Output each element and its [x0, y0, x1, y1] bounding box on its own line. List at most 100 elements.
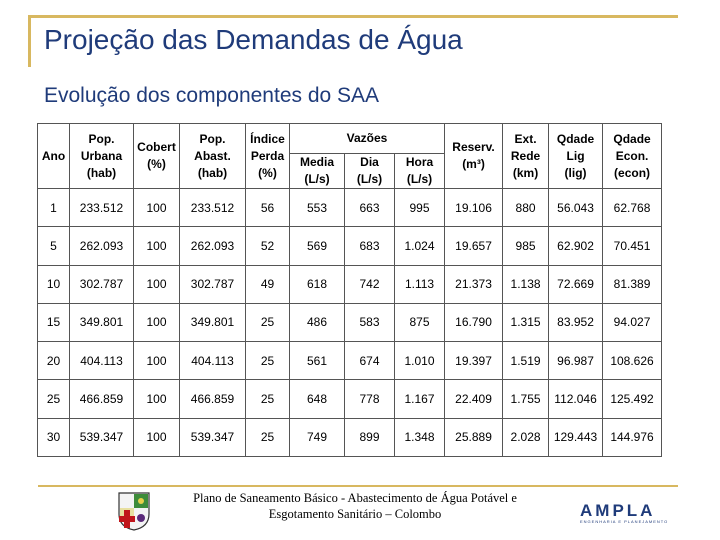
table-cell: 349.801 — [69, 302, 134, 343]
table-cell: 466.859 — [69, 379, 134, 419]
table-cell: 349.801 — [179, 302, 246, 343]
table-cell: 72.669 — [548, 264, 604, 304]
table-cell: 25 — [245, 302, 290, 343]
table-cell: 302.787 — [69, 264, 134, 304]
table-cell: 539.347 — [69, 417, 134, 458]
table-cell: 561 — [289, 341, 345, 381]
table-cell: 100 — [133, 302, 180, 343]
table-cell: 19.657 — [444, 226, 504, 266]
table-cell: 62.902 — [548, 226, 604, 266]
table-cell: 404.113 — [179, 341, 246, 381]
header-pop-abast: Pop. Abast. (hab) — [179, 123, 246, 189]
header-ext-rede: Ext. Rede (km) — [502, 123, 550, 189]
footer-divider — [38, 485, 678, 487]
footer-line-1: Plano de Saneamento Básico - Abastecimen… — [193, 491, 517, 505]
table-cell: 100 — [133, 187, 180, 228]
table-cell: 25.889 — [444, 417, 504, 458]
header-qdade-lig: Qdade Lig (lig) — [548, 123, 604, 189]
table-cell: 985 — [502, 226, 550, 266]
table-cell: 56.043 — [548, 187, 604, 228]
table-cell: 2.028 — [502, 417, 550, 458]
title-frame — [28, 15, 678, 67]
table-row: 5 262.093 100 262.093 52 569 683 1.024 19.657 985… — [37, 226, 663, 266]
table-cell: 618 — [289, 264, 345, 304]
table-cell: 875 — [393, 302, 446, 343]
table-cell: 233.512 — [69, 187, 134, 228]
table-cell: 25 — [245, 341, 290, 381]
page-title: Projeção das Demandas de Água — [44, 24, 463, 55]
table-cell: 70.451 — [602, 226, 663, 266]
header-reserv: Reserv. (m³) — [444, 123, 504, 189]
table-row: 1 233.512 100 233.512 56 553 663 995 19.106 880 56… — [37, 187, 663, 228]
table-cell: 899 — [344, 417, 395, 458]
table-cell: 1.010 — [393, 341, 446, 381]
table-cell: 648 — [289, 379, 345, 419]
table-cell: 19.106 — [444, 187, 504, 228]
header-indice-perda: Índice Perda (%) — [245, 123, 290, 189]
title-frame-left-line — [28, 15, 31, 67]
table-cell: 94.027 — [602, 302, 663, 343]
table-cell: 125.492 — [602, 379, 663, 419]
table-cell: 25 — [245, 379, 290, 419]
table-cell: 100 — [133, 264, 180, 304]
table-cell: 100 — [133, 417, 180, 458]
table-row: 15 349.801 100 349.801 25 486 583 875 16.790 1.31… — [37, 302, 663, 343]
table-cell: 25 — [245, 417, 290, 458]
header-pop-urbana: Pop. Urbana (hab) — [69, 123, 134, 189]
table-cell: 1.348 — [393, 417, 446, 458]
table-row: 30 539.347 100 539.347 25 749 899 1.348 25.889 2.… — [37, 417, 663, 458]
header-media: Media (L/s) — [289, 153, 345, 189]
table-cell: 880 — [502, 187, 550, 228]
header-hora: Hora (L/s) — [393, 153, 446, 189]
table-cell: 56 — [245, 187, 290, 228]
table-cell: 112.046 — [548, 379, 604, 419]
demand-projection-table: Ano Pop. Urbana (hab) Cobert (%) Pop. Abast.… — [37, 123, 663, 458]
table-row: 25 466.859 100 466.859 25 648 778 1.167 22.409 1.… — [37, 379, 663, 419]
table-cell: 81.389 — [602, 264, 663, 304]
ampla-logo-tagline: ENGENHARIA E PLANEJAMENTO — [580, 519, 669, 524]
table-cell: 52 — [245, 226, 290, 266]
table-cell: 1.024 — [393, 226, 446, 266]
table-cell: 49 — [245, 264, 290, 304]
table-cell: 62.768 — [602, 187, 663, 228]
table-cell: 1.519 — [502, 341, 550, 381]
title-frame-top-line — [28, 15, 678, 18]
table-cell: 486 — [289, 302, 345, 343]
table-cell: 15 — [37, 302, 70, 343]
table-cell: 233.512 — [179, 187, 246, 228]
table-cell: 1.315 — [502, 302, 550, 343]
table-cell: 674 — [344, 341, 395, 381]
header-vazoes-group: Vazões — [288, 123, 446, 154]
header-dia: Dia (L/s) — [344, 153, 395, 189]
table-cell: 569 — [289, 226, 345, 266]
table-cell: 5 — [37, 226, 70, 266]
table-cell: 262.093 — [69, 226, 134, 266]
table-cell: 663 — [344, 187, 395, 228]
table-cell: 19.397 — [444, 341, 504, 381]
table-cell: 553 — [289, 187, 345, 228]
table-cell: 96.987 — [548, 341, 604, 381]
table-cell: 21.373 — [444, 264, 504, 304]
table-cell: 1 — [37, 187, 70, 228]
table-cell: 539.347 — [179, 417, 246, 458]
table-cell: 466.859 — [179, 379, 246, 419]
page-subtitle: Evolução dos componentes do SAA — [44, 84, 380, 107]
table-row: 10 302.787 100 302.787 49 618 742 1.113 21.373 1.… — [37, 264, 663, 304]
ampla-logo-wordmark: AMPLA — [580, 501, 656, 520]
header-qdade-econ: Qdade Econ. (econ) — [602, 123, 663, 189]
table-cell: 1.167 — [393, 379, 446, 419]
table-cell: 108.626 — [602, 341, 663, 381]
table-cell: 742 — [344, 264, 395, 304]
table-cell: 25 — [37, 379, 70, 419]
table-cell: 404.113 — [69, 341, 134, 381]
table-cell: 583 — [344, 302, 395, 343]
table-cell: 10 — [37, 264, 70, 304]
table-cell: 302.787 — [179, 264, 246, 304]
table-row: 20 404.113 100 404.113 25 561 674 1.010 19.397 1.… — [37, 341, 663, 381]
table-cell: 100 — [133, 226, 180, 266]
table-cell: 144.976 — [602, 417, 663, 458]
table-cell: 749 — [289, 417, 345, 458]
footer-line-2: Esgotamento Sanitário – Colombo — [268, 507, 442, 521]
table-cell: 30 — [37, 417, 70, 458]
table-cell: 20 — [37, 341, 70, 381]
